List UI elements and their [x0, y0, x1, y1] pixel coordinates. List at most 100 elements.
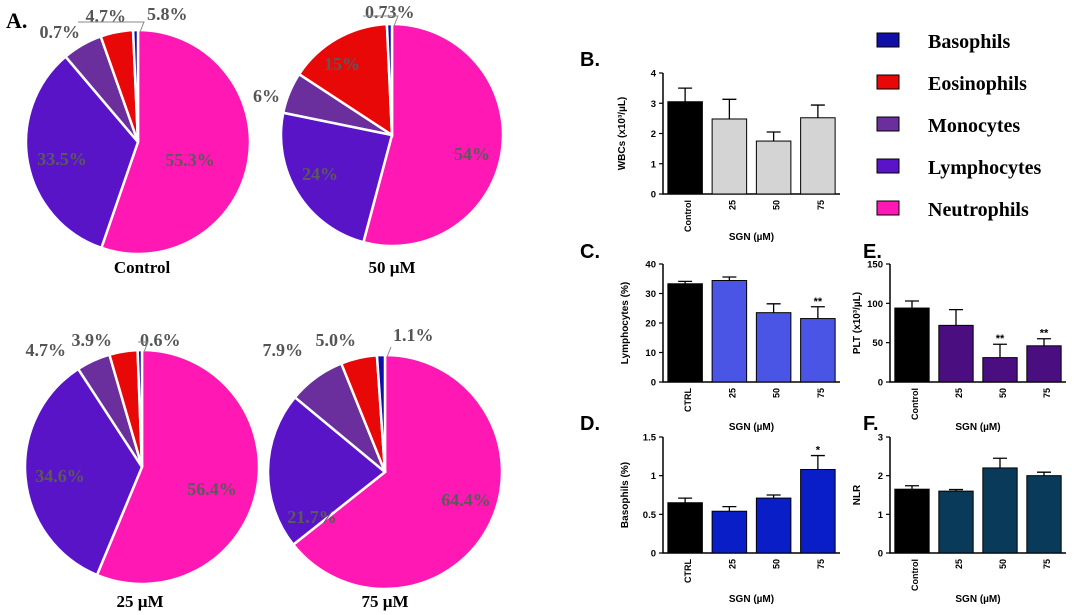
y-tick-label: 1 — [651, 471, 657, 482]
pie-title-75um: 75 µM — [361, 592, 408, 611]
bar — [755, 140, 792, 195]
bar — [800, 318, 836, 383]
panel-label-a: A. — [6, 8, 27, 33]
significance-marker: * — [816, 445, 821, 457]
bar — [938, 490, 974, 554]
error-bar — [678, 497, 693, 503]
pie-chart-25um: 0.6% 3.9%4.7% 34.6% 56.4% — [23, 330, 261, 586]
error-bar — [810, 454, 825, 470]
x-tick-label: CTRL — [683, 559, 693, 583]
legend-swatch-eosinophils — [876, 74, 900, 90]
pie-label-monocytes: 7.9% — [263, 340, 304, 360]
x-tick-label: 50 — [998, 559, 1008, 569]
pie-label-eosinophils: 15% — [324, 54, 360, 74]
error-bar — [722, 505, 737, 512]
error-bar — [678, 280, 693, 284]
bar-chart-nlr: F. 0 1 2 3 NLR Control 25 50 75 SGN (µM) — [852, 413, 1066, 605]
bar-chart-plt: E. 0 50 100 150 PLT (x10³/µL) Control 25 ** 50 ** 7… — [852, 241, 1066, 433]
y-axis-label: PLT (x10³/µL) — [852, 292, 863, 354]
pie-chart-75um: 1.1% 5.0% 7.9% 21.7% 64.4% — [263, 325, 504, 591]
y-axis-label: WBCs (x10³/µL) — [617, 97, 628, 171]
bar — [1026, 345, 1062, 383]
error-bar — [722, 98, 737, 119]
pie-slice-basophils — [136, 348, 144, 468]
bar — [982, 357, 1018, 383]
panel-label: F. — [863, 413, 879, 435]
error-bar — [766, 303, 781, 313]
bar — [894, 488, 930, 554]
legend-swatch-neutrophils — [876, 200, 900, 216]
pie-slice-neutrophils — [291, 353, 504, 591]
y-tick-label: 30 — [645, 289, 656, 300]
bar — [894, 307, 930, 383]
pie-title-control: Control — [114, 258, 171, 277]
error-bar — [810, 306, 825, 319]
legend-label-eosinophils: Eosinophils — [928, 73, 1027, 95]
error-bar — [1037, 471, 1051, 476]
bar-chart-basophils: D. 0 0.5 1 1.5 Basophils (%) CTRL 25 50 * 75 SGN (µ… — [580, 413, 840, 605]
legend-label-basophils: Basophils — [928, 31, 1010, 53]
x-tick-label: 25 — [727, 559, 737, 569]
x-tick-label: 25 — [727, 200, 737, 210]
y-tick-label: 1 — [651, 159, 657, 170]
y-tick-label: 20 — [645, 319, 656, 330]
pie-slice-basophils — [385, 22, 394, 136]
pie-label-basophils: 0.73% — [365, 2, 415, 22]
x-tick-label: Control — [683, 200, 693, 232]
legend-label-lymphocytes: Lymphocytes — [928, 157, 1042, 179]
panel-label: E. — [863, 241, 882, 263]
x-axis-label: SGN (µM) — [955, 422, 1000, 433]
pie-slice-lymphocytes — [279, 111, 394, 244]
pie-slice-neutrophils — [95, 348, 261, 586]
y-tick-label: 0 — [651, 190, 656, 201]
y-tick-label: 40 — [645, 260, 656, 271]
legend-label-neutrophils: Neutrophils — [928, 199, 1029, 221]
y-tick-label: 1.5 — [643, 433, 657, 444]
x-tick-label: Control — [910, 559, 920, 591]
bar — [755, 312, 792, 383]
pie-label-eosinophils: 4.7% — [86, 6, 127, 26]
bar-chart-wbc: B. 0 1 2 3 4 WBCs (x10³/µL) Control 25 50 75 SGN (µ… — [580, 49, 840, 243]
bar — [755, 497, 792, 554]
pie-slice-basophils — [131, 28, 140, 143]
pie-label-lymphocytes: 21.7% — [287, 507, 337, 527]
pie-label-lymphocytes: 33.5% — [37, 149, 87, 169]
y-tick-label: 0.5 — [643, 510, 657, 521]
pie-label-lymphocytes: 34.6% — [35, 466, 85, 486]
y-tick-label: 50 — [872, 338, 883, 349]
legend-swatch-lymphocytes — [876, 158, 900, 174]
y-tick-label: 2 — [651, 129, 656, 140]
y-tick-label: 4 — [651, 69, 657, 80]
x-tick-label: Control — [910, 388, 920, 420]
error-bar — [905, 300, 919, 309]
y-axis-label: NLR — [852, 484, 863, 505]
y-axis-label: Basophils (%) — [620, 462, 631, 528]
bar — [667, 101, 703, 195]
pie-slice-lymphocytes — [23, 367, 144, 577]
x-tick-label: 25 — [727, 388, 737, 398]
pie-label-monocytes: 4.7% — [26, 340, 67, 360]
bar — [800, 117, 836, 195]
y-tick-label: 0 — [651, 378, 656, 389]
y-tick-label: 3 — [878, 433, 883, 444]
x-tick-label: 25 — [954, 559, 964, 569]
x-tick-label: 50 — [772, 559, 782, 569]
x-axis-label: SGN (µM) — [955, 594, 1000, 605]
pie-title-25um: 25 µM — [116, 592, 163, 611]
pie-label-eosinophils: 5.0% — [316, 330, 357, 350]
pie-chart-control: 0.7%4.7% 5.8% 33.5% 55.3% — [24, 4, 252, 256]
error-bar — [949, 308, 963, 326]
bar — [800, 468, 836, 554]
pie-label-eosinophils: 3.9% — [72, 330, 113, 350]
error-bar — [949, 488, 963, 492]
pie-label-neutrophils: 56.4% — [187, 479, 237, 499]
y-tick-label: 0 — [878, 549, 883, 560]
legend-label-monocytes: Monocytes — [928, 115, 1020, 137]
y-tick-label: 10 — [645, 348, 656, 359]
pie-slice-lymphocytes — [266, 395, 387, 547]
error-bar — [678, 87, 693, 102]
y-tick-label: 3 — [651, 99, 656, 110]
pie-slice-basophils — [375, 353, 387, 473]
bar — [938, 324, 974, 383]
y-tick-label: 0 — [878, 378, 883, 389]
